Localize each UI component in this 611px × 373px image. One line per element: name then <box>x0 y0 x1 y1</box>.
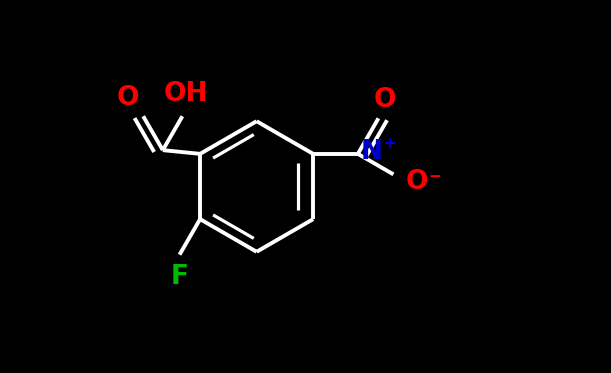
Text: −: − <box>429 169 442 184</box>
Text: O: O <box>117 85 139 111</box>
Text: O: O <box>373 87 396 113</box>
Text: N: N <box>361 139 383 165</box>
Text: O: O <box>406 169 428 195</box>
Text: F: F <box>170 264 189 290</box>
Text: +: + <box>384 136 397 151</box>
Text: OH: OH <box>163 81 208 107</box>
